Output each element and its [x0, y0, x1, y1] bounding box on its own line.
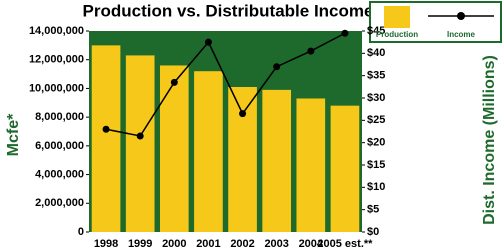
line-marker [341, 29, 349, 37]
y-tick-label: 0 [78, 226, 84, 238]
y2-tick-label: $0 [367, 226, 379, 238]
bar [125, 55, 155, 233]
x-tick-label: 1999 [128, 238, 152, 250]
y-tick-label: 6,000,000 [35, 140, 84, 152]
y2-tick-label: $35 [367, 70, 385, 82]
bar [296, 98, 326, 232]
line-marker [307, 47, 315, 55]
y2-tick-label: $40 [367, 47, 385, 59]
line-marker [204, 38, 212, 46]
y2-tick-label: $30 [367, 92, 385, 104]
line-marker [239, 110, 247, 118]
y2-axis-label: Dist. Income (Millions) [481, 55, 498, 225]
y2-tick-label: $45 [367, 25, 385, 37]
line-marker [136, 132, 144, 140]
x-tick-label: 2002 [230, 238, 254, 250]
y-tick-label: 10,000,000 [29, 82, 84, 94]
line [105, 32, 346, 137]
y2-tick-label: $25 [367, 114, 385, 126]
x-tick-label: 2000 [162, 238, 186, 250]
legend-marker [457, 12, 465, 20]
bar [91, 45, 121, 232]
y-tick-label: 14,000,000 [29, 25, 84, 37]
chart-title: Production vs. Distributable Income [83, 1, 374, 20]
x-tick-label: 2003 [264, 238, 288, 250]
y2-tick-label: $20 [367, 137, 385, 149]
y-axis-label: Mcfe* [5, 113, 22, 156]
x-tick-label: 2004 [299, 238, 324, 250]
line-marker [102, 125, 110, 133]
bar [330, 105, 360, 232]
line-marker [170, 78, 178, 86]
y-tick-label: 8,000,000 [35, 111, 84, 123]
y-tick-label: 4,000,000 [35, 168, 84, 180]
bar [194, 71, 223, 232]
bar [228, 86, 257, 232]
bar [159, 65, 189, 232]
bar [262, 89, 292, 232]
x-tick-label: 1998 [94, 238, 118, 250]
legend-label: Income [447, 30, 476, 39]
y2-tick-label: $15 [367, 159, 385, 171]
legend-swatch [384, 6, 410, 28]
x-tick-label: 2001 [196, 238, 220, 250]
y-tick-label: 12,000,000 [29, 54, 84, 66]
y2-tick-label: $5 [367, 204, 379, 216]
x-tick-label: 2005 est.** [317, 238, 373, 250]
legend-label: Production [376, 30, 418, 39]
line-marker [273, 63, 281, 71]
y-tick-label: 2,000,000 [35, 197, 84, 209]
y2-tick-label: $10 [367, 181, 385, 193]
